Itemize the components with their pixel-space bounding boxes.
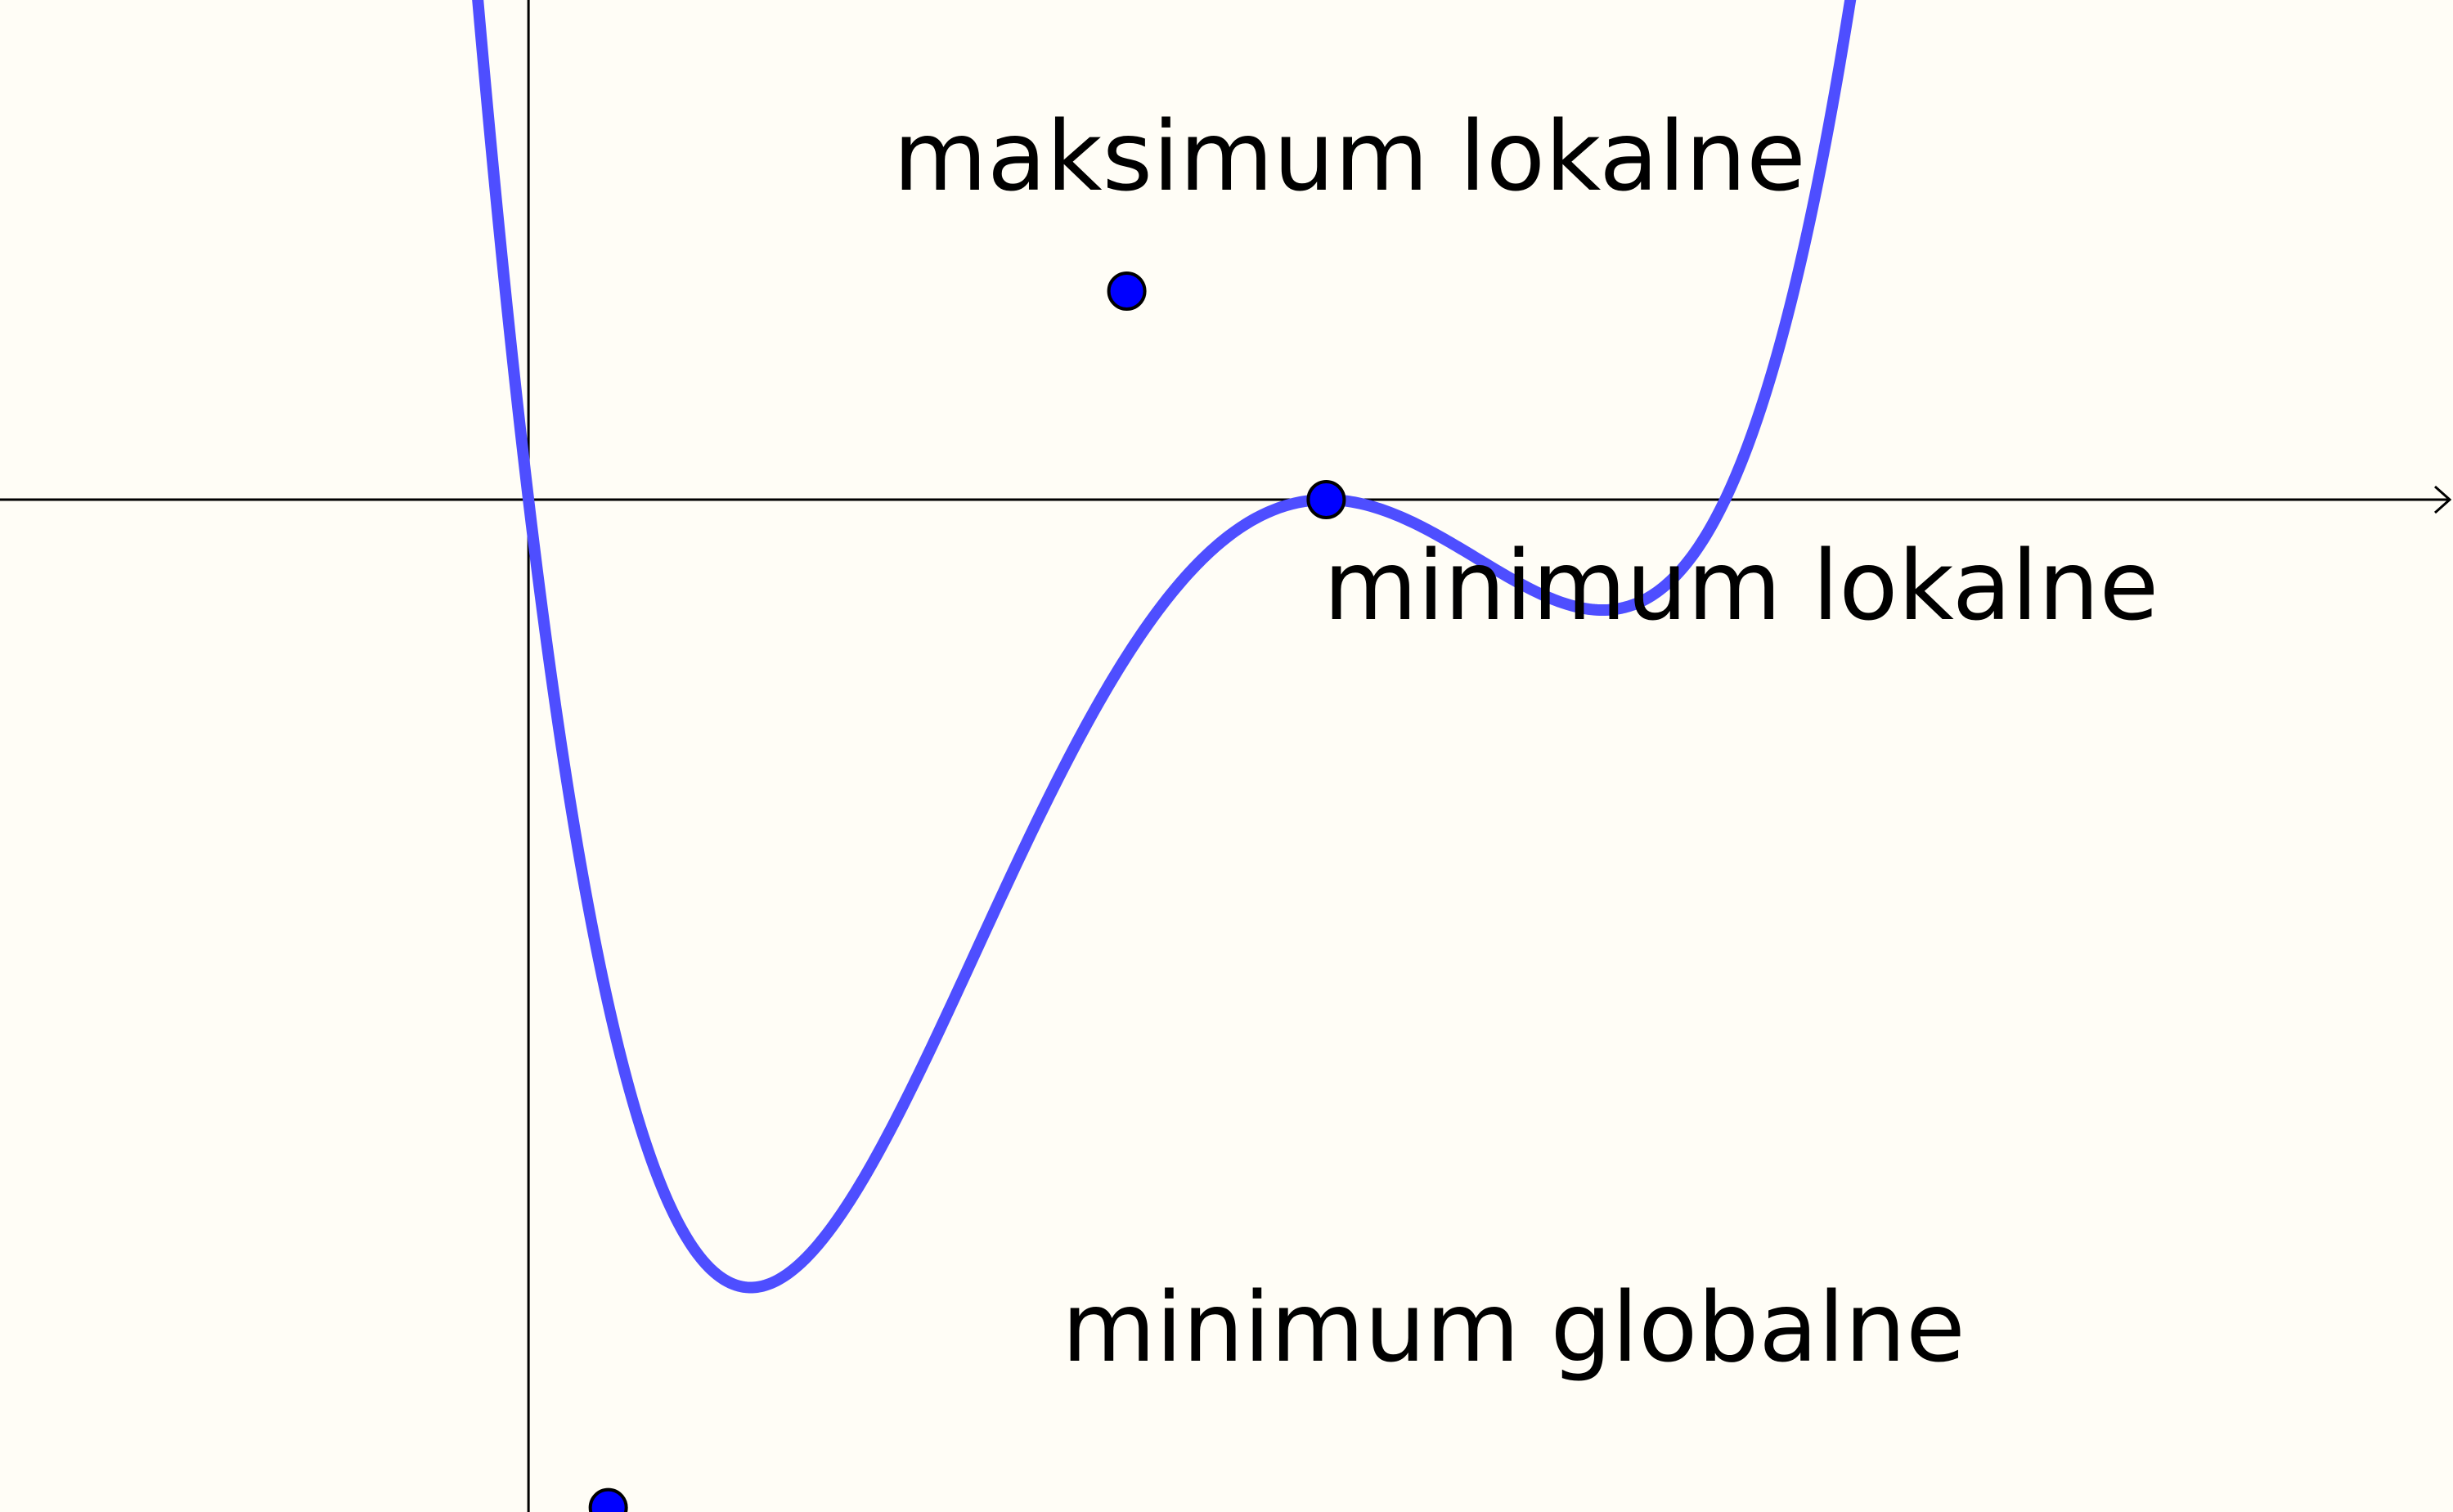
local-minimum-point (1306, 480, 1346, 520)
local-maximum-point (1107, 271, 1147, 311)
x-axis-arrow-icon (2434, 485, 2452, 514)
global-minimum-point (588, 1487, 628, 1512)
label-local-minimum: minimum lokalne (1323, 529, 2159, 642)
function-curve (472, 0, 1857, 1294)
label-local-maximum: maksimum lokalne (893, 100, 1806, 213)
label-global-minimum: minimum globalne (1062, 1271, 1966, 1384)
